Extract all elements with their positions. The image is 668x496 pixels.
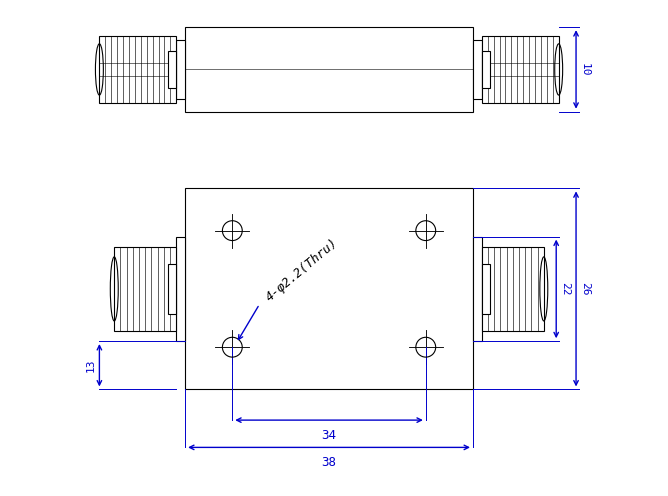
Bar xyxy=(100,36,176,103)
Text: 4-φ2.2(Thru): 4-φ2.2(Thru) xyxy=(263,237,341,304)
Text: 13: 13 xyxy=(86,359,96,372)
Text: 10: 10 xyxy=(580,62,590,76)
Text: 22: 22 xyxy=(560,282,570,296)
Bar xyxy=(482,247,544,331)
Bar xyxy=(482,36,558,103)
Bar xyxy=(185,188,473,389)
Bar xyxy=(176,40,185,99)
Bar xyxy=(185,27,473,112)
Bar xyxy=(168,51,176,88)
Bar xyxy=(176,237,185,341)
Bar xyxy=(473,40,482,99)
Text: 26: 26 xyxy=(580,282,590,296)
Bar xyxy=(473,237,482,341)
Text: 34: 34 xyxy=(321,429,337,442)
Bar xyxy=(482,263,490,314)
Bar xyxy=(114,247,176,331)
Bar xyxy=(482,51,490,88)
Bar xyxy=(168,263,176,314)
Text: 38: 38 xyxy=(321,456,337,469)
